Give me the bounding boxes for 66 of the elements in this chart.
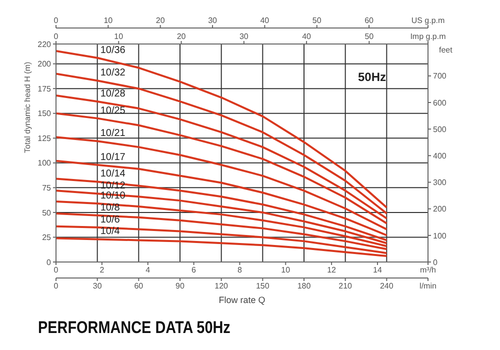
series-label: 10/8: [100, 202, 120, 214]
y2-tick-label: 300: [433, 178, 447, 188]
y-tick-label: 220: [38, 40, 52, 49]
y2-axis-title: feet: [439, 46, 454, 55]
series-label: 10/6: [100, 214, 120, 226]
y2-tick-label: 400: [433, 152, 447, 160]
series-label: 10/14: [100, 168, 126, 180]
text: 12: [327, 266, 337, 275]
x-axis-title: Flow rate Q: [218, 295, 266, 305]
x2-tick-label: 60: [364, 16, 374, 25]
text: 14: [373, 266, 382, 275]
x2-tick-label: 50: [312, 16, 322, 25]
y-tick-label: 100: [38, 158, 52, 168]
y2-tick-label: 100: [433, 231, 447, 240]
x-tick-label: 30: [92, 282, 102, 291]
y-tick-label: 0: [46, 258, 52, 267]
x2-tick-label: 30: [208, 16, 218, 25]
x-tick-label: 0: [54, 282, 59, 291]
x2-tick-label: 10: [104, 16, 114, 25]
series-label: 10/36: [100, 44, 126, 56]
y2-tick-label: 600: [433, 98, 447, 108]
y-tick-label: 75: [42, 184, 52, 193]
text: 10: [281, 266, 291, 275]
text: 30: [239, 32, 249, 41]
x2-tick-label: US g.p.m: [411, 16, 446, 25]
y-tick-label: 150: [38, 109, 52, 118]
text: 10: [114, 32, 124, 41]
y-axis-title: Total dynamic head H (m): [22, 62, 32, 153]
y2-tick-label: 200: [433, 204, 447, 214]
series-label: 10/28: [100, 88, 126, 100]
series-label: 10/21: [100, 128, 126, 140]
text: 20: [176, 32, 186, 41]
text: 8: [237, 266, 242, 275]
x-tick-label: 60: [134, 282, 144, 291]
y2-tick-label: 500: [433, 124, 447, 134]
text: 4: [146, 266, 151, 275]
x2-tick-label: 0: [54, 16, 59, 25]
series-label: 10/32: [100, 68, 126, 79]
x-tick-label: 90: [176, 282, 185, 291]
text: PERFORMANCE DATA 50Hz: [38, 318, 230, 338]
text: 50: [364, 32, 374, 41]
y2-tick-label: 0: [433, 258, 438, 267]
text: Imp g.p.m: [410, 32, 446, 41]
text: m³/h: [420, 266, 436, 275]
y-tick-label: 200: [38, 60, 52, 69]
x-tick-label: 150: [256, 282, 270, 291]
x-tick-label: 120: [214, 282, 229, 291]
y2-tick-label: 700: [433, 72, 447, 81]
series-label: 10/4: [100, 226, 120, 238]
text: 40: [302, 32, 312, 41]
series-label: 10/17: [100, 152, 126, 163]
x-tick-label: 240: [380, 282, 394, 291]
y-tick-label: 125: [38, 134, 52, 143]
text: 6: [192, 266, 197, 275]
x2-tick-label: 20: [156, 16, 166, 25]
x-tick-label: l/min: [420, 282, 436, 291]
x2-tick-label: 40: [260, 16, 270, 25]
text: 0: [54, 266, 59, 275]
text: 0: [54, 32, 59, 41]
y-tick-label: 50: [42, 208, 52, 218]
x-tick-label: 180: [297, 282, 312, 291]
y-tick-label: 25: [42, 233, 52, 242]
text: 2: [100, 266, 105, 275]
x-tick-label: 210: [338, 282, 353, 291]
y-tick-label: 175: [38, 84, 52, 94]
annotation: 50Hz: [358, 70, 386, 84]
